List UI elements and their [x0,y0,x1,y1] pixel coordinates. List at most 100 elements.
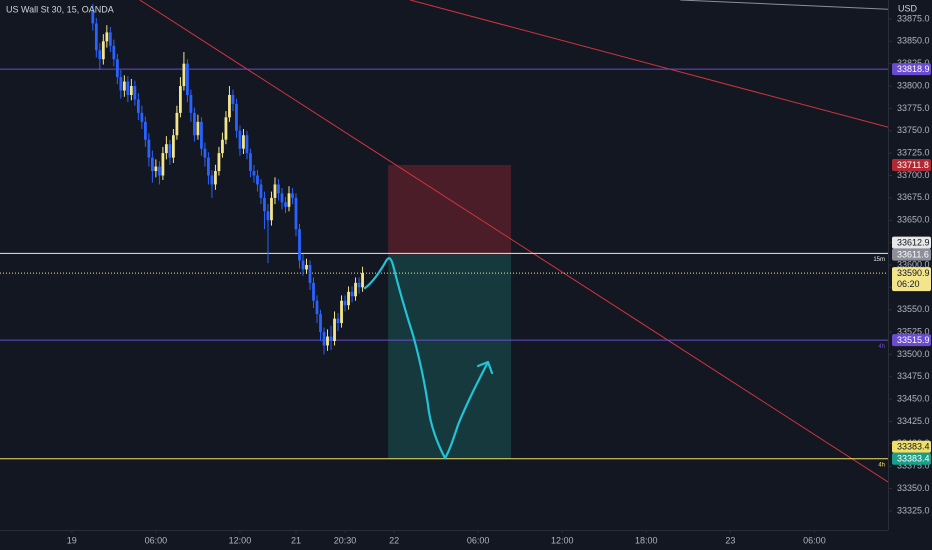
price-flag [892,63,931,76]
candle-body [186,63,189,95]
plot-area [0,0,888,483]
y-tick-label: 33600.0 [897,259,930,269]
candle-body [231,94,235,104]
x-tick-label: 12:00 [551,535,574,545]
candle-body [147,139,151,158]
candle-body [242,135,245,149]
candle-body [273,184,277,198]
candle-body [245,135,249,154]
candle-body [94,23,98,51]
candle-body [238,130,242,149]
candle-body [175,112,179,136]
x-tick-label: 06:00 [467,535,490,545]
price-flag [892,267,931,292]
trend-line [139,0,888,483]
candle-body [210,175,214,185]
y-tick-label: 33425.0 [897,416,930,426]
candle-body [277,184,280,194]
candle-body [228,94,231,118]
candle-body [126,81,130,95]
x-tick-label: 12:00 [229,535,252,545]
price-flag [892,236,931,249]
candle-body [305,264,308,270]
candle-body [224,117,228,140]
candle-body [266,211,270,221]
candle-body [340,300,343,324]
candle-body [207,157,210,176]
trend-line [410,0,888,128]
x-tick-label: 18:00 [635,535,658,545]
candle-body [140,112,144,122]
price-flag [892,334,931,347]
candle-body [133,86,137,100]
candle-body [326,336,329,346]
candle-body [354,282,357,297]
y-tick-label: 33450.0 [897,394,930,404]
candle-body [333,318,336,341]
candle-body [259,184,263,198]
candle-body [361,273,364,288]
candle-body [308,264,312,283]
candle-body [119,77,123,91]
candle-body [196,121,200,136]
candle-body [322,332,326,346]
candle-body [122,81,126,91]
candle-body [179,86,182,113]
price-flag-label: 33818.9 [897,64,930,74]
y-tick-label: 33800.0 [897,80,930,90]
y-tick-label: 33650.0 [897,215,930,225]
candle-body [98,50,102,60]
y-tick-label: 33700.0 [897,170,930,180]
y-tick-label: 33775.0 [897,103,930,113]
candle-body [214,171,217,185]
chart-title: US Wall St 30, 15, OANDA [6,4,114,14]
candle-body [270,197,273,221]
candle-body [129,86,133,95]
candle-body [291,193,294,198]
price-flag-label: 33711.8 [897,160,929,170]
level-interval: 15m [873,257,885,263]
candle-body [249,153,252,172]
candle-body [136,99,140,113]
y-tick-label: 33375.0 [897,461,930,471]
candle-body [157,166,161,176]
countdown-label: 06:20 [897,279,920,289]
candle-body [200,121,203,149]
candle-body [256,175,259,185]
x-tick-label: 06:00 [803,535,826,545]
level-interval: 4h [878,344,885,350]
stop-zone [388,164,512,255]
candle-body [101,41,105,60]
target-zone [388,254,512,459]
candle-body [301,260,305,270]
x-tick-label: 22 [389,535,399,545]
candle-body [143,121,147,140]
y-tick-label: 33825.0 [897,58,930,68]
candle-body [284,202,287,207]
candle-body [263,197,266,212]
x-tick-label: 19 [67,535,77,545]
candle-body [217,153,221,172]
price-flag-label: 33515.9 [897,335,930,345]
price-flag-label: 33383.4 [897,454,930,464]
candle-body [193,112,196,136]
y-tick-label: 33325.0 [897,505,930,515]
candle-body [115,59,119,78]
x-tick-label: 21 [291,535,301,545]
price-axis: 33325.033350.033375.033400.033425.033450… [888,13,931,515]
freehand-drawing [363,257,494,460]
y-tick-label: 33550.0 [897,304,930,314]
candle-body [319,314,322,333]
price-flag-label: 33612.9 [897,237,930,247]
candle-body [280,193,284,203]
candle-body [154,166,158,172]
x-tick-label: 20:30 [334,535,357,545]
candle-body [164,144,168,154]
price-flag-label: 33383.4 [897,442,930,452]
y-tick-label: 33725.0 [897,148,930,158]
candle-body [182,63,186,87]
candle-body [343,300,347,306]
candle-body [235,103,238,131]
price-flag-label: 33590.9 [897,268,930,278]
